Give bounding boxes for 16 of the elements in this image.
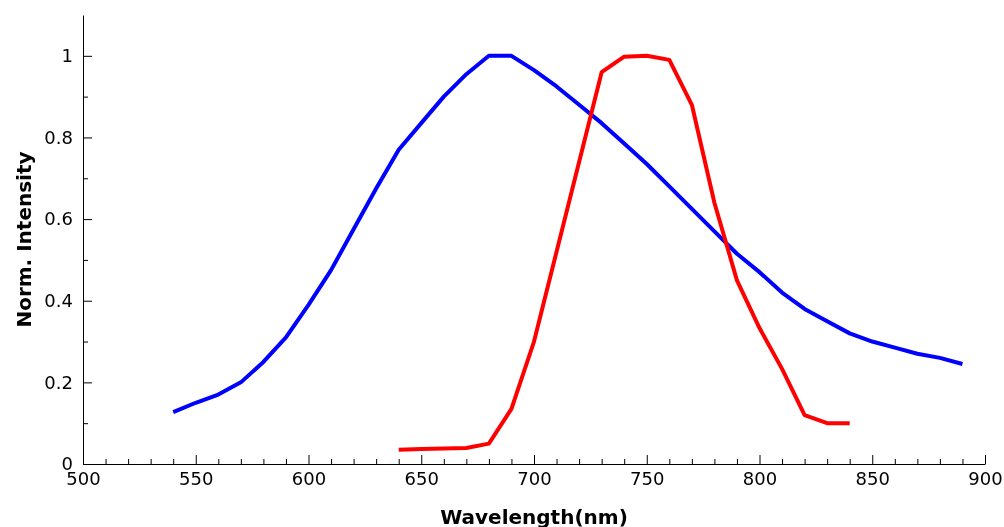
y-tick-label: 0.6 <box>44 208 73 230</box>
x-tick-label: 800 <box>742 467 778 489</box>
line-series <box>171 53 965 415</box>
x-tick-label: 550 <box>179 467 214 489</box>
y-axis-title: Norm. Intensity <box>12 151 36 328</box>
y-tick-label: 1 <box>61 45 73 67</box>
x-tick-label: 750 <box>630 467 665 489</box>
x-tick-label: 900 <box>968 467 1003 489</box>
x-tick-label: 600 <box>291 467 327 489</box>
x-tick-label: 850 <box>855 467 890 489</box>
x-tick-label: 650 <box>404 467 439 489</box>
y-tick-label: 0.8 <box>44 126 73 148</box>
x-tick-label: 700 <box>517 467 552 489</box>
y-tick-label: 0.2 <box>44 371 73 393</box>
line-series <box>396 53 852 452</box>
y-tick-label: 0.4 <box>44 289 73 311</box>
